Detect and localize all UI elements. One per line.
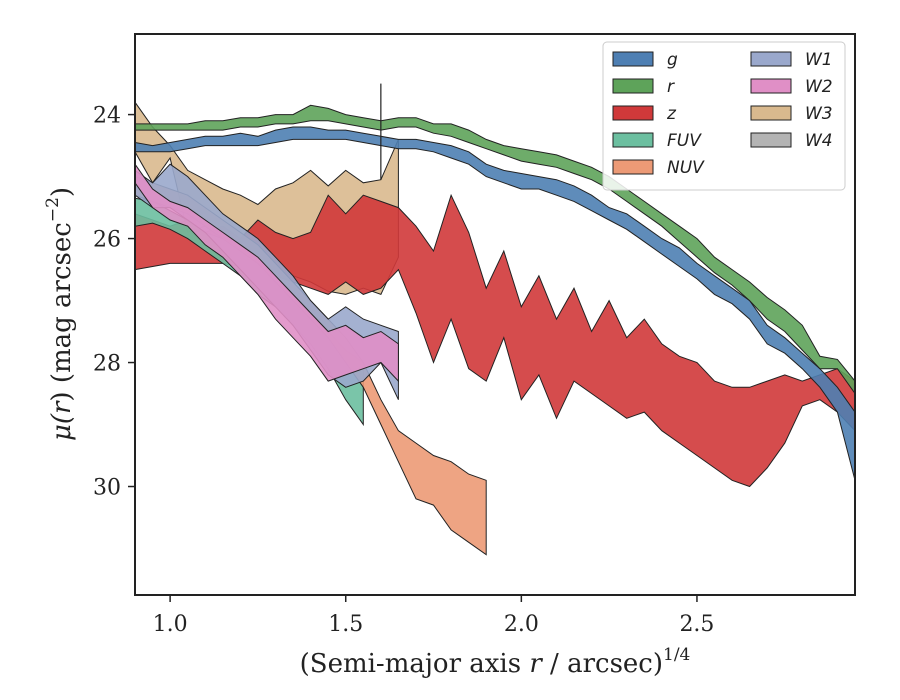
y-axis-label: μ(r) (mag arcsec−2)	[43, 187, 77, 441]
x-tick-label: 2.0	[504, 612, 539, 637]
legend-swatch	[750, 78, 792, 94]
y-tick-label: 30	[93, 476, 121, 501]
legend-swatch	[612, 78, 654, 94]
legend-swatch	[612, 51, 654, 67]
band-w2	[135, 163, 399, 383]
plot-frame	[134, 33, 856, 596]
legend-label: z	[666, 104, 677, 124]
y-axis-ticks: 24 26 28 30	[93, 104, 135, 501]
legend-label: W3	[805, 104, 833, 124]
legend-swatch	[612, 105, 654, 121]
x-tick-label: 1.5	[328, 612, 363, 637]
legend-label: NUV	[667, 158, 705, 178]
y-tick-label: 26	[93, 228, 121, 253]
legend-label: g	[667, 50, 678, 70]
legend-label: W2	[805, 77, 833, 97]
x-axis-ticks: 1.0 1.5 2.0 2.5	[153, 595, 714, 637]
y-tick-label: 24	[93, 104, 121, 129]
legend-label: r	[667, 77, 675, 97]
legend-label: W4	[805, 131, 833, 151]
x-tick-label: 1.0	[153, 612, 188, 637]
legend-swatch	[612, 132, 654, 148]
legend-label: W1	[805, 50, 833, 70]
x-axis-label: (Semi-major axis r / arcsec)1/4	[300, 645, 691, 679]
legend-swatch	[750, 105, 792, 121]
legend: grz FUV NUV W1 W2 W3 W4	[602, 41, 846, 191]
band-areas	[135, 101, 855, 556]
legend-swatch	[750, 51, 792, 67]
y-tick-label: 28	[93, 352, 121, 377]
legend-swatch	[750, 132, 792, 148]
legend-label: FUV	[667, 131, 702, 151]
legend-swatch	[612, 159, 654, 175]
band-z	[135, 193, 855, 488]
x-tick-label: 2.5	[679, 612, 714, 637]
